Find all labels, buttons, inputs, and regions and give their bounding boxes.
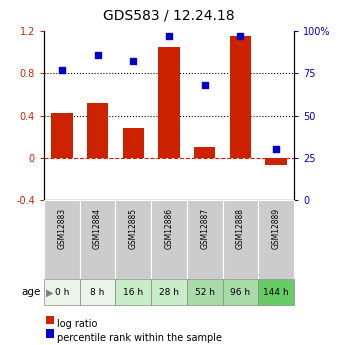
Bar — [80, 279, 115, 305]
Point — [202, 82, 208, 88]
Text: GSM12886: GSM12886 — [165, 208, 173, 249]
Text: log ratio: log ratio — [57, 319, 98, 329]
Text: 96 h: 96 h — [231, 288, 250, 297]
Text: 8 h: 8 h — [90, 288, 105, 297]
Bar — [258, 279, 294, 305]
Bar — [51, 114, 73, 158]
Text: GSM12888: GSM12888 — [236, 208, 245, 249]
Bar — [194, 147, 215, 158]
Bar — [158, 47, 180, 158]
Text: GSM12883: GSM12883 — [57, 208, 66, 249]
Bar — [151, 279, 187, 305]
Text: GSM12884: GSM12884 — [93, 208, 102, 249]
Text: 28 h: 28 h — [159, 288, 179, 297]
Text: GSM12889: GSM12889 — [272, 208, 281, 249]
Bar — [115, 200, 151, 279]
Bar — [258, 200, 294, 279]
Point — [166, 33, 172, 39]
Point — [273, 147, 279, 152]
Text: GSM12887: GSM12887 — [200, 208, 209, 249]
Text: age: age — [21, 287, 41, 297]
Bar — [115, 279, 151, 305]
Text: 144 h: 144 h — [263, 288, 289, 297]
Point — [130, 59, 136, 64]
Point — [95, 52, 100, 58]
Bar — [87, 103, 108, 158]
Bar — [151, 200, 187, 279]
Text: 0 h: 0 h — [55, 288, 69, 297]
Bar — [223, 279, 258, 305]
Point — [59, 67, 65, 73]
Text: 52 h: 52 h — [195, 288, 215, 297]
Text: GSM12885: GSM12885 — [129, 208, 138, 249]
Bar — [187, 200, 223, 279]
Bar — [44, 279, 80, 305]
Bar — [80, 200, 115, 279]
Bar — [230, 36, 251, 158]
Bar — [123, 128, 144, 158]
Text: percentile rank within the sample: percentile rank within the sample — [57, 333, 222, 343]
Bar — [265, 158, 287, 165]
Bar — [223, 200, 258, 279]
Bar — [44, 200, 80, 279]
Text: GDS583 / 12.24.18: GDS583 / 12.24.18 — [103, 9, 235, 23]
Text: ▶: ▶ — [46, 287, 53, 297]
Text: 16 h: 16 h — [123, 288, 143, 297]
Point — [238, 33, 243, 39]
Bar — [187, 279, 223, 305]
